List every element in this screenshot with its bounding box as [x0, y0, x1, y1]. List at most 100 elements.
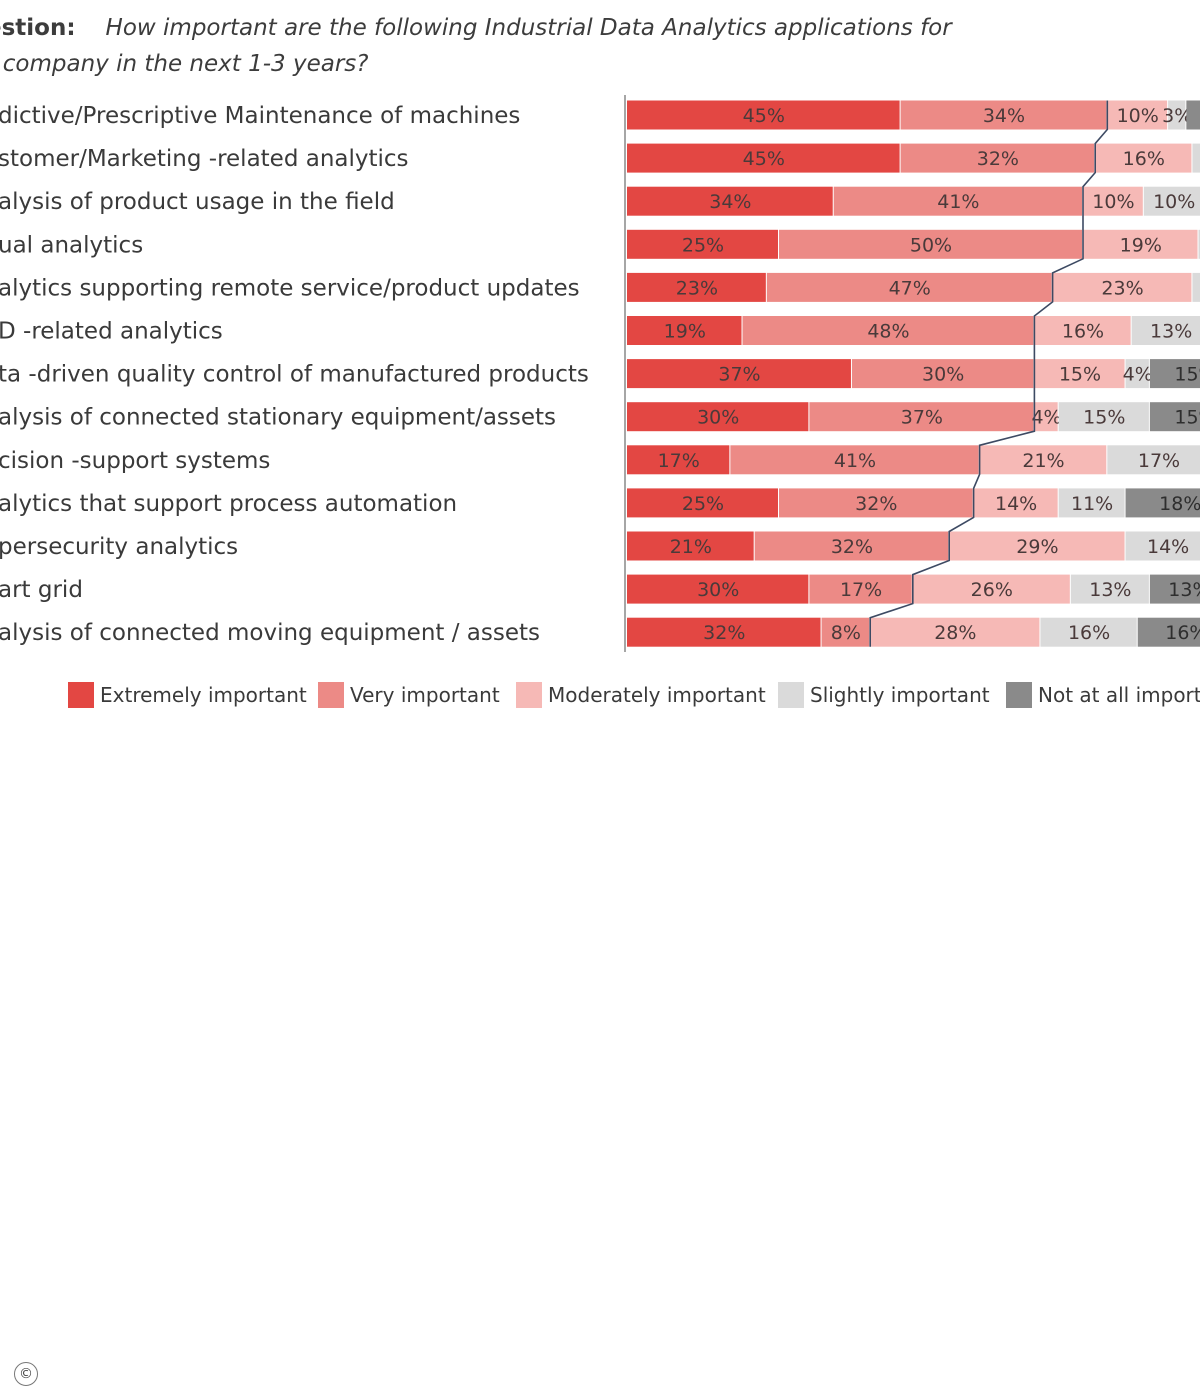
data-label: 17% [840, 579, 882, 601]
bar-segment [1034, 316, 1131, 345]
category-label: persecurity analytics [0, 534, 238, 560]
data-label: 15% [1059, 364, 1101, 386]
bar-segment [627, 100, 900, 130]
data-label: 32% [977, 148, 1019, 170]
bar-segment [779, 229, 1082, 259]
category-label: dictive/Prescriptive Maintenance of mach… [0, 103, 520, 129]
bar-segment [809, 574, 912, 604]
data-label: 15% [1174, 407, 1200, 429]
category-label: alysis of connected moving equipment / a… [0, 620, 540, 646]
chart-legend: © Extremely important Very important Moder… [0, 678, 1200, 1386]
data-label: 30% [697, 579, 739, 601]
data-label: 25% [682, 234, 724, 256]
bar-segment [627, 402, 809, 432]
bar-segment [1052, 272, 1192, 302]
data-label: 13% [1089, 579, 1131, 601]
bar-segment [627, 186, 833, 216]
data-label: 50% [910, 234, 952, 256]
bar-segment [1070, 574, 1149, 604]
data-label: 10% [1117, 105, 1159, 127]
bar-segment [627, 445, 730, 475]
data-label: 45% [743, 105, 785, 127]
data-label: 23% [1101, 277, 1143, 299]
bar-segment [1192, 272, 1200, 302]
legend-item: Not at all importa [1006, 678, 1200, 712]
bar-segment [1058, 402, 1149, 432]
bar-segment [1125, 359, 1149, 389]
data-label: 17% [658, 450, 700, 472]
data-label: 21% [670, 536, 712, 558]
data-label: 32% [831, 536, 873, 558]
category-label: stomer/Marketing -related analytics [0, 146, 409, 172]
bar-segment [766, 272, 1052, 302]
legend-swatch [516, 682, 542, 708]
data-label: 26% [971, 579, 1013, 601]
data-label: 32% [855, 493, 897, 515]
data-label: 37% [901, 407, 943, 429]
bar-segment [754, 531, 949, 561]
bar-segment [1095, 143, 1192, 173]
bar-segment [1198, 229, 1200, 259]
copyright-icon: © [14, 1362, 38, 1386]
data-label: 47% [889, 277, 931, 299]
bar-segment [1168, 100, 1186, 130]
bar-segment [627, 488, 778, 518]
bar-segment [1137, 617, 1200, 647]
data-label: 28% [934, 622, 976, 644]
data-label: 19% [664, 321, 706, 343]
data-label: 37% [718, 364, 760, 386]
bar-segment [1107, 100, 1168, 130]
bar-segment [949, 531, 1125, 561]
legend-label: Slightly important [810, 683, 990, 707]
bar-segment [627, 531, 754, 561]
bar-segment [1131, 316, 1200, 345]
data-label: 10% [1092, 191, 1134, 213]
data-label: 30% [697, 407, 739, 429]
data-label: 18% [1159, 493, 1200, 515]
bar-segment [627, 143, 900, 173]
bar-segment [730, 445, 979, 475]
legend-swatch [318, 682, 344, 708]
category-label: art grid [0, 577, 83, 603]
bar-segment [851, 359, 1034, 389]
data-label: 13% [1150, 321, 1192, 343]
data-label: 13% [1168, 579, 1200, 601]
question-line-2: r company in the next 1-3 years? [0, 51, 369, 77]
legend-label: Moderately important [548, 683, 766, 707]
data-label: 16% [1068, 622, 1110, 644]
data-label: 10% [1153, 191, 1195, 213]
bar-segment [1125, 488, 1200, 518]
bar-segment [627, 359, 851, 389]
category-label: alytics that support process automation [0, 491, 457, 517]
question-label: estion: [0, 15, 76, 41]
bar-segment [900, 143, 1095, 173]
bar-segment [1034, 402, 1058, 432]
legend-swatch [778, 682, 804, 708]
chart-question: estion: How important are the following I… [0, 10, 966, 82]
legend-swatch [68, 682, 94, 708]
bar-segment [742, 316, 1034, 345]
data-label: 16% [1165, 622, 1200, 644]
data-label: 48% [867, 321, 909, 343]
data-label: 16% [1123, 148, 1165, 170]
bar-segment [779, 488, 973, 518]
data-label: 23% [676, 277, 718, 299]
bar-segment [1149, 574, 1200, 604]
category-label: alysis of product usage in the field [0, 189, 395, 215]
bar-segment [627, 229, 778, 259]
bar-segment [912, 574, 1070, 604]
legend-swatch [1006, 682, 1032, 708]
data-label: 4% [1123, 364, 1153, 386]
bar-segment [870, 617, 1040, 647]
data-label: 30% [922, 364, 964, 386]
category-label: alysis of connected stationary equipment… [0, 405, 556, 431]
legend-label: Very important [350, 683, 500, 707]
bar-segment [1149, 359, 1200, 389]
data-label: 25% [682, 493, 724, 515]
data-label: 45% [743, 148, 785, 170]
bar-segment [1034, 359, 1125, 389]
bar-segment [979, 445, 1107, 475]
bar-segment [627, 574, 809, 604]
stacked-bar-chart: dictive/Prescriptive Maintenance of mach… [0, 95, 1200, 652]
bar-segment [1083, 229, 1198, 259]
